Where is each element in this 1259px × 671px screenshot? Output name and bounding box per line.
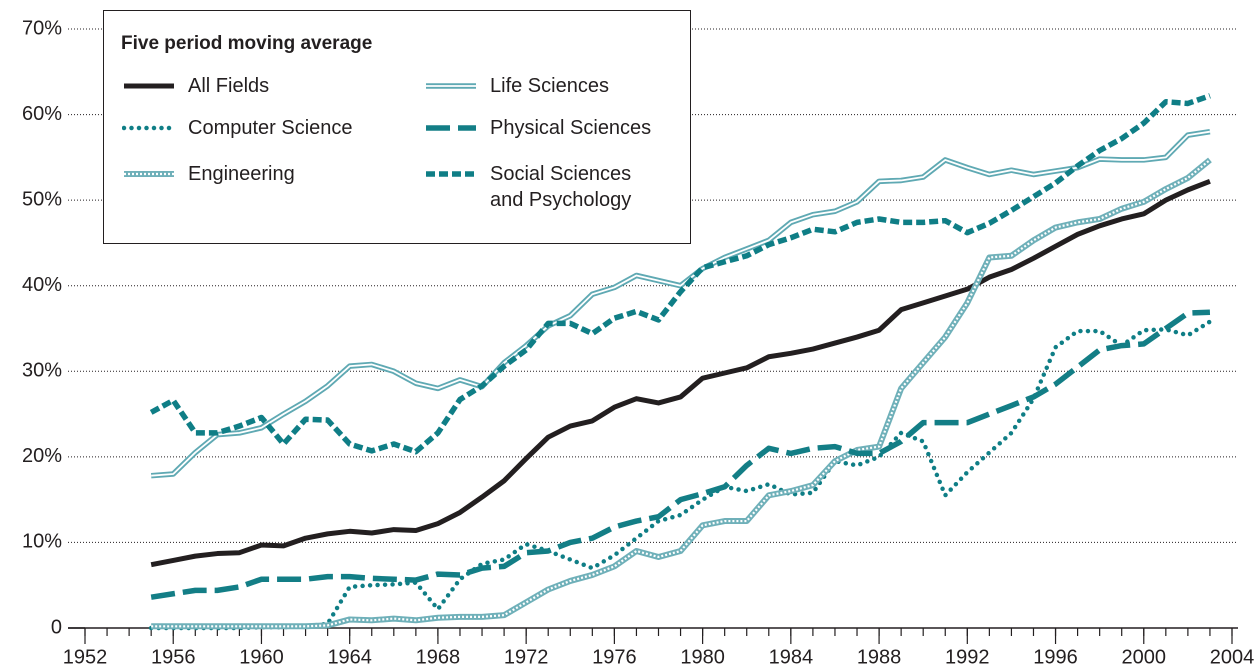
legend-items: All Fields Computer Science Engineering Lif… (122, 73, 684, 211)
legend-swatch (124, 83, 174, 89)
y-tick-label: 10% (22, 531, 62, 553)
y-tick-label: 20% (22, 445, 62, 467)
y-tick-label: 40% (22, 274, 62, 296)
x-tick-label: 1992 (945, 646, 990, 668)
x-tick-label: 1964 (327, 646, 372, 668)
legend-item: Computer Science (122, 115, 424, 161)
legend-label: Engineering (188, 163, 295, 185)
legend-label: All Fields (188, 75, 270, 97)
legend-label: Life Sciences (490, 75, 609, 97)
x-tick-label: 1976 (592, 646, 637, 668)
y-tick-label: 50% (22, 188, 62, 210)
x-tick-label: 1968 (416, 646, 461, 668)
x-tick-label: 2004 (1210, 646, 1255, 668)
legend-swatch (426, 171, 476, 177)
y-tick-label: 60% (22, 103, 62, 125)
x-tick-label: 1988 (857, 646, 902, 668)
x-tick-label: 1996 (1033, 646, 1078, 668)
x-tick-label: 1980 (680, 646, 725, 668)
legend-label: Computer Science (188, 117, 353, 139)
legend-item: All Fields (122, 73, 424, 115)
legend-swatch (426, 83, 476, 89)
x-tick-label: 1956 (151, 646, 196, 668)
x-tick-label: 1960 (239, 646, 284, 668)
y-tick-label: 70% (22, 17, 62, 39)
y-tick-label: 0 (51, 616, 62, 638)
legend-item: Physical Sciences (424, 115, 684, 161)
x-tick-label: 2000 (1122, 646, 1167, 668)
legend: Five period moving average All Fields Com… (103, 10, 691, 244)
legend-swatch (122, 125, 176, 131)
y-tick-label: 30% (22, 360, 62, 382)
legend-item: Social Sciences and Psychology (424, 161, 684, 211)
legend-item: Engineering (122, 161, 424, 207)
series-line (150, 178, 1211, 568)
legend-title: Five period moving average (121, 33, 373, 54)
series-line (148, 319, 1213, 631)
legend-label: Social Sciences and Psychology (490, 163, 632, 211)
legend-swatch (426, 125, 476, 131)
series-line-inner (151, 159, 1211, 628)
legend-label: Physical Sciences (490, 117, 652, 139)
legend-swatch (124, 171, 174, 177)
x-tick-label: 1984 (769, 646, 814, 668)
series-line-inner (151, 130, 1211, 477)
series-line (149, 93, 1211, 455)
x-tick-label: 1972 (504, 646, 549, 668)
x-tick-label: 1952 (63, 646, 108, 668)
series-line (150, 309, 1211, 600)
legend-item: Life Sciences (424, 73, 684, 115)
